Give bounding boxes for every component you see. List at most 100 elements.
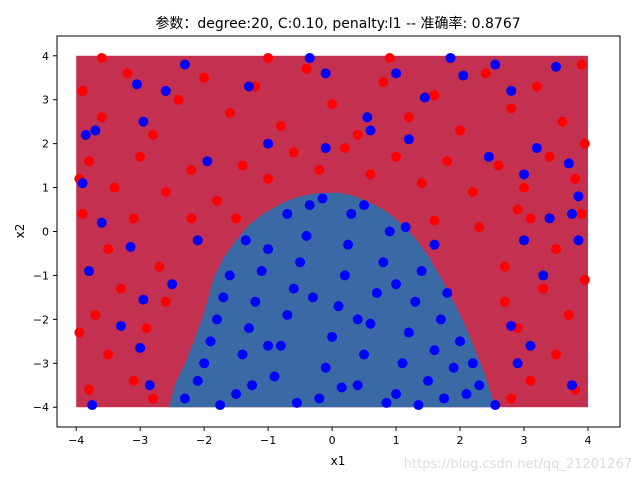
scatter-point-series-2-45 [525, 340, 536, 351]
scatter-point-series-2-77 [359, 349, 370, 360]
scatter-point-series-2-22 [403, 134, 414, 145]
scatter-point-series-1-53 [160, 296, 171, 307]
scatter-point-series-1-40 [544, 151, 555, 162]
scatter-point-series-1-4 [147, 129, 158, 140]
scatter-point-series-2-46 [567, 380, 578, 391]
scatter-point-series-1-38 [493, 160, 504, 171]
scatter-point-series-2-31 [125, 241, 136, 252]
scatter-point-series-2-21 [365, 125, 376, 136]
scatter-point-series-1-21 [576, 59, 587, 70]
scatter-point-series-1-22 [83, 156, 94, 167]
scatter-point-series-1-9 [275, 121, 286, 132]
scatter-point-series-2-27 [573, 191, 584, 202]
scatter-point-series-1-73 [512, 204, 523, 215]
scatter-point-series-2-33 [138, 294, 149, 305]
scatter-point-series-2-60 [256, 266, 267, 277]
scatter-point-series-1-5 [173, 94, 184, 105]
scatter-point-series-2-112 [391, 279, 402, 290]
scatter-point-series-1-34 [391, 151, 402, 162]
scatter-point-series-2-40 [519, 235, 530, 246]
scatter-point-series-2-42 [573, 235, 584, 246]
scatter-point-series-2-87 [423, 375, 434, 386]
scatter-point-series-1-54 [576, 208, 587, 219]
scatter-point-series-2-56 [231, 389, 242, 400]
scatter-point-series-1-23 [109, 182, 120, 193]
scatter-point-series-2-36 [144, 380, 155, 391]
scatter-point-series-2-4 [138, 116, 149, 127]
scatter-point-series-2-92 [455, 336, 466, 347]
scatter-point-series-2-82 [391, 389, 402, 400]
scatter-point-series-2-2 [90, 125, 101, 136]
scatter-point-series-2-29 [77, 178, 88, 189]
scatter-point-series-1-50 [128, 375, 139, 386]
scatter-point-series-1-47 [90, 309, 101, 320]
x-tick-label-3: 3 [521, 434, 528, 447]
scatter-point-series-2-93 [461, 389, 472, 400]
scatter-point-series-1-1 [77, 85, 88, 96]
decision-region [169, 192, 496, 408]
scatter-point-series-2-15 [490, 59, 501, 70]
scatter-point-series-2-25 [519, 169, 530, 180]
scatter-point-series-1-52 [147, 393, 158, 404]
scatter-point-series-2-59 [250, 296, 261, 307]
scatter-point-series-2-90 [442, 288, 453, 299]
scatter-point-series-2-100 [413, 400, 424, 411]
scatter-point-series-1-25 [160, 186, 171, 197]
scatter-point-series-2-9 [320, 68, 331, 79]
scatter-point-series-1-43 [103, 244, 114, 255]
scatter-point-series-2-98 [336, 382, 347, 393]
scatter-point-series-1-6 [199, 72, 210, 83]
scatter-point-series-2-34 [115, 320, 126, 331]
scatter-point-series-1-71 [579, 274, 590, 285]
y-tick-label--1: −1 [33, 269, 49, 282]
scatter-point-series-2-88 [429, 345, 440, 356]
scatter-point-series-1-16 [455, 125, 466, 136]
scatter-point-series-2-43 [538, 270, 549, 281]
scatter-point-series-2-52 [205, 336, 216, 347]
scatter-point-series-2-61 [263, 244, 274, 255]
scatter-point-series-2-72 [333, 301, 344, 312]
scatter-point-series-1-20 [557, 116, 568, 127]
scatter-point-series-2-6 [179, 59, 190, 70]
scatter-point-series-1-12 [352, 129, 363, 140]
scatter-point-series-1-11 [327, 99, 338, 110]
chart-title: 参数：degree:20, C:0.10, penalty:l1 -- 准确率:… [155, 15, 520, 32]
scatter-point-series-1-35 [416, 178, 427, 189]
scatter-point-series-2-102 [474, 380, 485, 391]
scatter-point-series-2-103 [282, 208, 293, 219]
scatter-point-series-2-67 [301, 230, 312, 241]
scatter-point-series-2-14 [458, 70, 469, 81]
y-tick-label-4: 4 [42, 50, 49, 63]
scatter-point-series-2-41 [544, 213, 555, 224]
scatter-point-series-2-78 [365, 318, 376, 329]
scatter-point-series-1-57 [499, 261, 510, 272]
scatter-point-series-2-105 [359, 200, 370, 211]
scatter-point-series-1-33 [365, 169, 376, 180]
scatter-point-series-1-76 [231, 213, 242, 224]
scatter-point-series-1-70 [579, 138, 590, 149]
scatter-point-series-1-15 [429, 90, 440, 101]
scatter-point-series-1-74 [186, 213, 197, 224]
scatter-point-series-2-111 [263, 340, 274, 351]
scatter-point-series-1-75 [474, 222, 485, 233]
scatter-point-series-1-61 [551, 349, 562, 360]
scatter-point-series-1-31 [314, 164, 325, 175]
x-axis-label: x1 [331, 454, 346, 468]
scatter-point-series-1-27 [211, 195, 222, 206]
scatter-point-series-2-3 [131, 79, 142, 90]
y-tick-label--4: −4 [33, 401, 49, 414]
scatter-point-series-2-8 [304, 52, 315, 63]
scatter-point-series-1-72 [74, 327, 85, 338]
scatter-point-series-1-46 [115, 283, 126, 294]
y-tick-label-3: 3 [42, 94, 49, 107]
x-tick-label--3: −3 [132, 434, 148, 447]
scatter-point-series-1-64 [506, 393, 517, 404]
scatter-point-series-2-96 [247, 380, 258, 391]
scatter-point-series-2-63 [275, 340, 286, 351]
scatter-point-series-2-81 [384, 226, 395, 237]
scatter-point-series-2-23 [483, 151, 494, 162]
scatter-point-series-2-7 [243, 81, 254, 92]
scatter-point-series-1-18 [506, 103, 517, 114]
scatter-point-series-1-41 [570, 173, 581, 184]
scatter-point-series-2-69 [314, 393, 325, 404]
